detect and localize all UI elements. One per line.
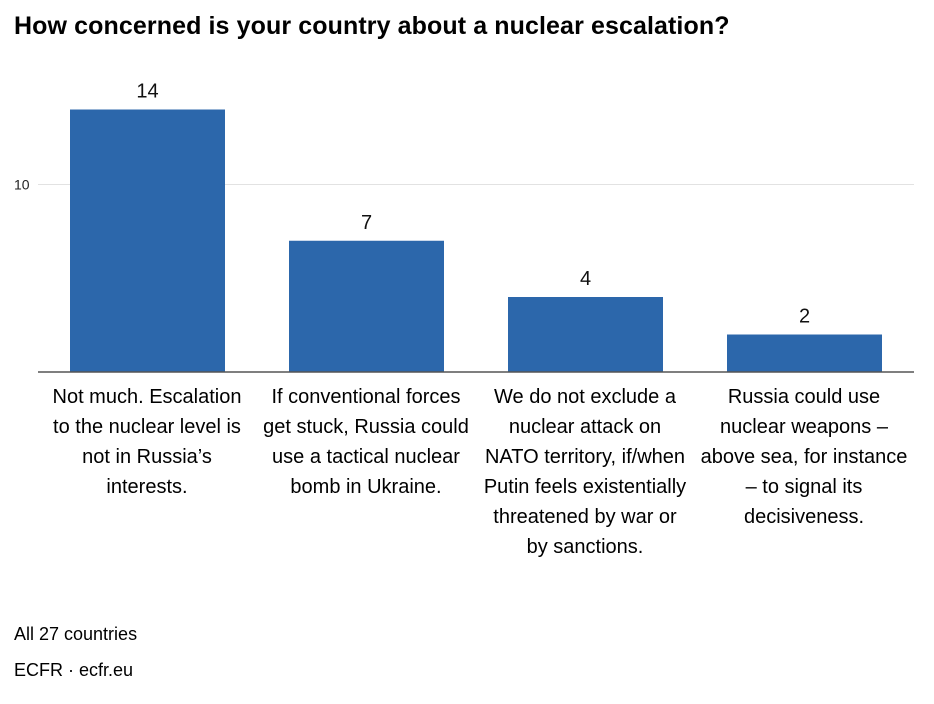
data-label: 7 bbox=[361, 212, 372, 234]
category-label-2: If conventional forces get stuck, Russia… bbox=[263, 386, 469, 498]
bar bbox=[289, 240, 444, 372]
bar-chart: 10 14 7 4 2 bbox=[14, 81, 914, 373]
category-label-4: Russia could use nuclear weapons – above… bbox=[700, 386, 908, 528]
data-label: 4 bbox=[580, 268, 591, 290]
chart-title: How concerned is your country about a nu… bbox=[14, 12, 730, 40]
bar bbox=[508, 297, 663, 372]
chart-source: ECFR · ecfr.eu bbox=[14, 660, 134, 680]
chart-note: All 27 countries bbox=[14, 624, 138, 644]
bar bbox=[727, 334, 882, 372]
bar bbox=[70, 109, 225, 372]
category-label-1: Not much. Escalation to the nuclear leve… bbox=[52, 386, 242, 498]
data-label: 2 bbox=[799, 306, 810, 328]
data-label: 14 bbox=[136, 81, 158, 103]
category-label-3: We do not exclude a nuclear attack on NA… bbox=[483, 386, 687, 558]
y-tick-label: 10 bbox=[14, 177, 30, 193]
